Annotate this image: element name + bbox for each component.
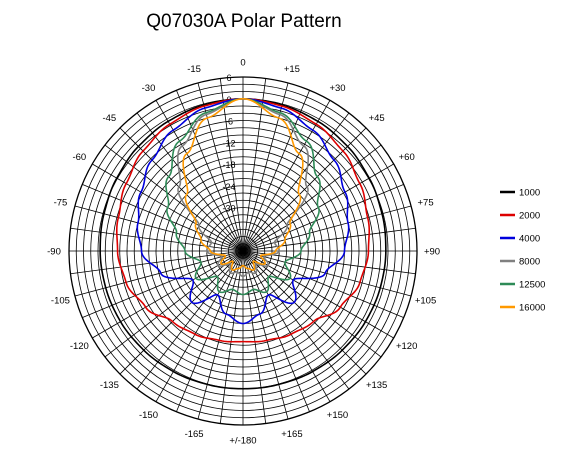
angle-label: -105 [51,295,70,306]
series-curve-4000 [136,97,350,325]
series-curve-16000 [182,97,304,271]
grid-spoke [119,127,244,252]
grid-spoke [242,250,412,297]
grid-spoke [242,100,331,252]
series-curves [99,97,387,390]
chart-title: Q07030A Polar Pattern [146,11,341,32]
grid-spoke [242,250,331,402]
angle-label: +/-180 [229,436,256,447]
legend: 1000 2000 4000 8000 12500 16000 [500,188,545,314]
angle-label: -120 [70,341,89,352]
grid-spoke [176,90,244,252]
grid-spoke [104,144,244,252]
grid-spoke [176,250,244,412]
angle-label: +90 [424,247,440,258]
grid-spoke [242,82,289,252]
radial-label: -6 [225,117,233,127]
legend-label: 8000 [519,257,540,268]
grid-spoke [74,205,244,252]
radial-labels: 60-6-12-18-24-30 [222,73,235,214]
grid-spoke [242,227,416,252]
angle-labels: 0 +15 +30 +45 +60 +75 +90 +105 +120 +135 +150 +165 +… [47,58,440,447]
radial-label: -12 [222,138,235,148]
series-curve-12500 [165,97,321,296]
legend-label: 16000 [519,303,545,314]
grid-spoke [242,90,310,252]
grid-spoke [136,112,244,252]
grid-spoke [155,100,244,252]
grid-spoke [242,250,310,412]
angle-label: +60 [399,152,415,163]
grid-spoke [219,250,244,424]
legend-label: 1000 [519,188,540,199]
grid-spoke [82,184,244,252]
grid-spoke [136,250,244,390]
radial-label: -30 [222,204,235,214]
grid-spoke [155,250,244,402]
angle-label: -60 [72,152,86,163]
grid-spoke [197,250,244,420]
grid-spoke [70,227,244,252]
grid-spoke [242,127,367,252]
angle-label: +150 [327,410,348,421]
grid-spoke [242,205,412,252]
grid-spoke [242,250,404,318]
angle-label: +45 [369,113,385,124]
grid-spoke [242,250,267,424]
angle-label: +15 [284,64,300,75]
radial-label: 6 [226,73,231,83]
grid-spoke [242,250,289,420]
angle-label: -30 [142,83,156,94]
angle-label: +135 [366,380,387,391]
legend-label: 12500 [519,280,545,291]
legend-label: 2000 [519,211,540,222]
angle-label: -150 [139,410,158,421]
angle-label: +30 [329,83,345,94]
grid-spoke [242,184,404,252]
angle-label: 0 [240,58,245,69]
series-curve-1000 [99,97,387,390]
angle-label: -90 [47,247,61,258]
series-curve-8000 [176,97,310,278]
grid-spoke [242,250,350,390]
polar-grid [68,76,418,426]
radial-label: -18 [222,160,235,170]
angle-label: -15 [187,64,201,75]
angle-label: -165 [185,429,204,440]
grid-spoke [74,250,244,297]
angle-label: -45 [102,113,116,124]
angle-label: +120 [396,341,417,352]
grid-spoke [242,112,350,252]
series-curve-2000 [115,97,371,343]
grid-spoke [242,250,382,358]
grid-spoke [242,144,382,252]
angle-label: -75 [54,198,68,209]
angle-label: +75 [417,198,433,209]
radial-label: -24 [222,182,235,192]
angle-label: +165 [281,429,302,440]
grid-spoke [82,250,244,318]
grid-spoke [197,82,244,252]
grid-spoke [119,250,244,375]
legend-label: 4000 [519,234,540,245]
grid-spoke [242,250,367,375]
angle-label: -135 [100,380,119,391]
angle-label: +105 [415,295,436,306]
grid-spoke [104,250,244,358]
